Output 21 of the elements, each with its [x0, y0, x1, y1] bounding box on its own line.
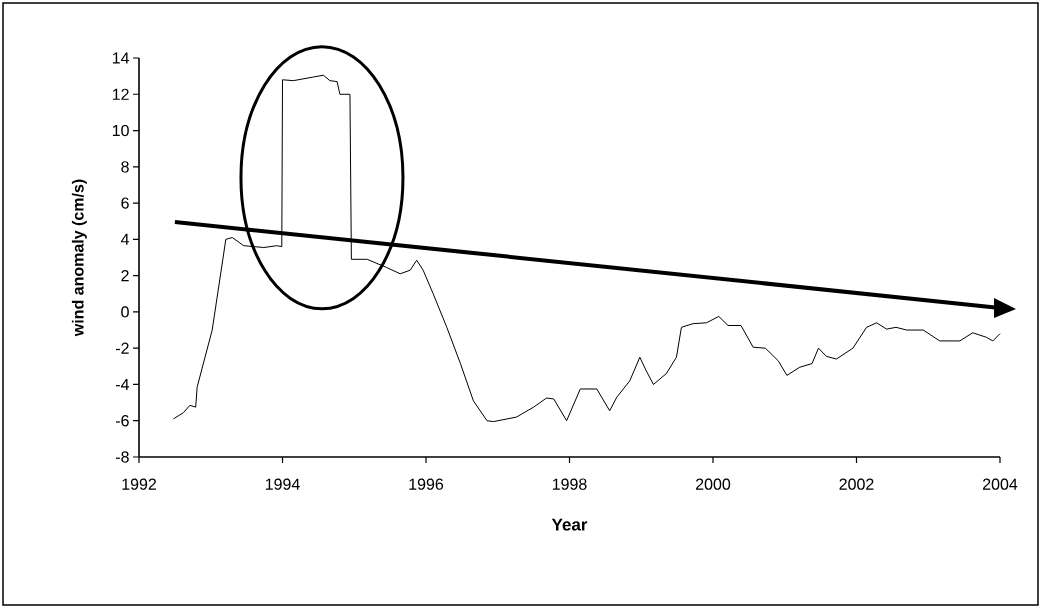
y-tick-label: -2	[115, 342, 129, 354]
x-axis-title: Year	[551, 518, 588, 531]
x-tick-label: 1998	[552, 478, 587, 490]
y-tick-label: 4	[120, 233, 130, 245]
y-axis-title: wind anomaly (cm/s)	[71, 179, 87, 337]
x-tick-label: 1994	[265, 478, 300, 490]
y-tick-label: 0	[121, 306, 129, 318]
y-tick-label: 8	[121, 161, 129, 173]
x-tick-label: 2004	[983, 478, 1018, 490]
x-tick-label: 1996	[409, 478, 444, 490]
x-tick-label: 1992	[122, 478, 156, 490]
x-tick-label: 2000	[696, 478, 731, 490]
y-tick-label: 14	[112, 52, 130, 64]
y-tick-label: 2	[121, 270, 129, 282]
y-tick-label: 6	[121, 197, 129, 209]
x-tick-label: 2002	[839, 478, 874, 490]
y-tick-label: -6	[115, 415, 129, 427]
y-tick-label: -8	[115, 451, 129, 463]
y-tick-label: 12	[112, 88, 129, 100]
y-tick-label: 10	[112, 124, 129, 137]
y-tick-label: -4	[115, 378, 130, 390]
